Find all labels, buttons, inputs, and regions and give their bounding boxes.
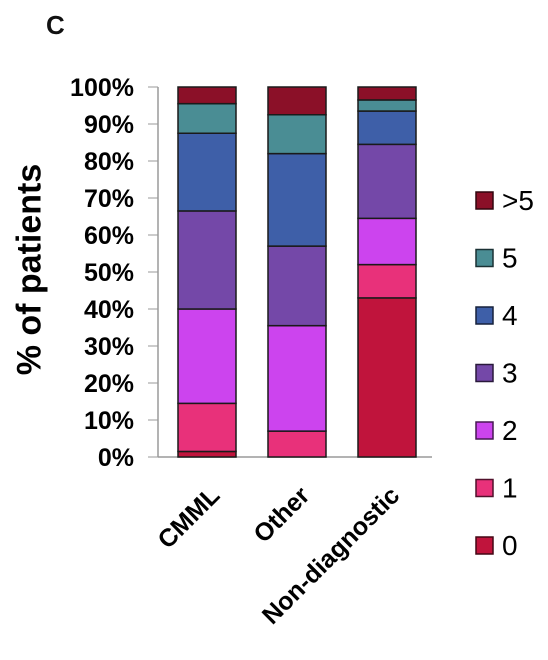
- legend-label: 4: [502, 300, 518, 331]
- panel-label: C: [46, 10, 65, 40]
- legend-label: >5: [502, 185, 534, 216]
- legend-swatch-5: [475, 248, 494, 268]
- legend-swatch-gt5: [475, 191, 494, 210]
- y-tick-label: 20%: [84, 370, 134, 398]
- bar-segment-non-diagnostic-0: [357, 297, 417, 458]
- bar-segment-non-diagnostic-1: [357, 263, 417, 299]
- y-tick-label: 0%: [98, 444, 134, 472]
- y-tick-label: 60%: [84, 222, 134, 250]
- legend-label: 1: [502, 473, 518, 504]
- legend-swatch-1: [475, 478, 494, 498]
- bar-segment-cmml-3: [177, 210, 237, 310]
- bar-segment-non-diagnostic-3: [357, 143, 417, 220]
- bar-segment-cmml-0: [177, 450, 237, 458]
- legend-swatch-2: [475, 421, 494, 440]
- bar-segment-cmml-gt5: [177, 86, 237, 105]
- y-tick-label: 100%: [70, 74, 134, 102]
- bar-segment-non-diagnostic-4: [357, 110, 417, 146]
- legend-swatch-3: [475, 363, 494, 383]
- y-tick-label: 70%: [84, 185, 134, 213]
- bar-segment-cmml-4: [177, 132, 237, 212]
- bar-segment-non-diagnostic-5: [357, 99, 417, 112]
- legend-label: 0: [502, 530, 518, 561]
- x-category-label: CMML: [152, 481, 225, 554]
- bar-segment-non-diagnostic-2: [357, 217, 417, 266]
- y-tick-label: 80%: [84, 148, 134, 176]
- bar-segment-non-diagnostic-gt5: [357, 86, 417, 101]
- bar-segment-cmml-1: [177, 402, 237, 453]
- bar-segment-other-5: [267, 114, 327, 155]
- bar-segment-cmml-2: [177, 308, 237, 405]
- y-tick-label: 40%: [84, 296, 134, 324]
- bar-segment-other-2: [267, 324, 327, 432]
- legend-swatch-4: [475, 306, 494, 325]
- y-tick-label: 90%: [84, 111, 134, 139]
- legend-swatch-0: [475, 536, 494, 555]
- y-tick-label: 30%: [84, 333, 134, 361]
- legend-label: 3: [502, 358, 518, 389]
- bar-segment-other-4: [267, 152, 327, 247]
- x-category-label: Other: [248, 481, 315, 548]
- bar-segment-cmml-5: [177, 102, 237, 135]
- y-tick-label: 10%: [84, 407, 134, 435]
- bar-segment-other-3: [267, 245, 327, 327]
- legend-label: 5: [502, 243, 518, 274]
- bar-segment-other-gt5: [267, 86, 327, 116]
- bar-segment-other-1: [267, 430, 327, 458]
- y-tick-label: 50%: [84, 259, 134, 287]
- legend-label: 2: [502, 415, 518, 446]
